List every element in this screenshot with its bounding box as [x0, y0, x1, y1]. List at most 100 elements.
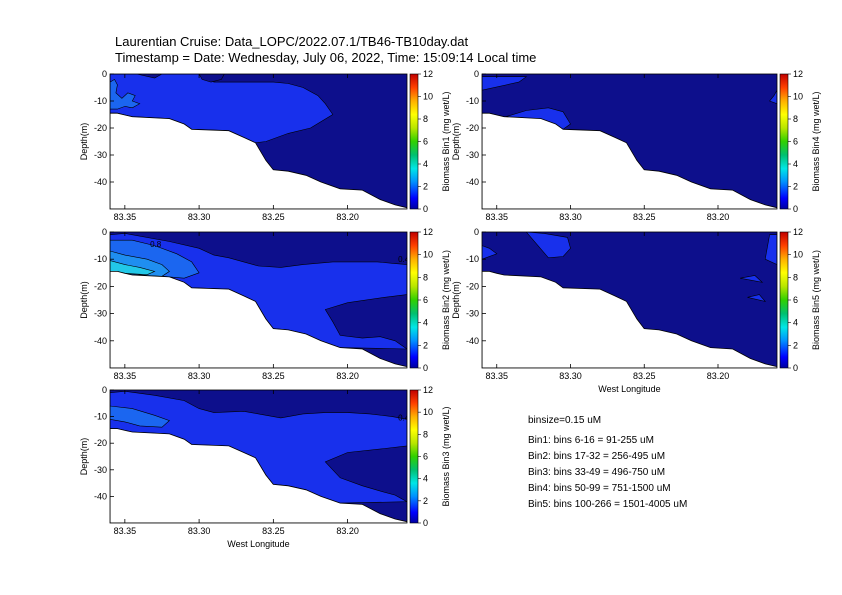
y-axis-label: Depth(m)	[451, 281, 461, 319]
y-axis-label: Depth(m)	[79, 281, 89, 319]
x-axis-label: West Longitude	[227, 539, 289, 549]
y-tick-label: -10	[466, 96, 479, 106]
x-tick-label: 83.35	[114, 212, 137, 222]
x-tick-label: 83.25	[262, 526, 285, 536]
binsize-note: binsize=0.15 uM	[528, 415, 602, 426]
contour-region-mid	[764, 234, 777, 265]
plot-frame	[481, 231, 778, 369]
contour-region-mid	[769, 89, 777, 105]
colorbar-tick-label: 8	[423, 272, 428, 282]
colorbar-tick-label: 6	[423, 452, 428, 462]
y-tick-label: -20	[466, 123, 479, 133]
y-axis-label: Depth(m)	[79, 438, 89, 476]
y-tick-label: -20	[94, 123, 107, 133]
bin4-note: Bin4: bins 50-99 = 751-1500 uM	[528, 483, 671, 494]
seafloor-mask	[482, 270, 777, 368]
x-tick-label: 83.20	[336, 371, 359, 381]
x-tick-label: 83.20	[336, 526, 359, 536]
y-tick-label: -20	[94, 438, 107, 448]
colorbar-tick-label: 0	[423, 204, 428, 214]
y-tick-label: 0	[102, 69, 107, 79]
bin5-note: Bin5: bins 100-266 = 1501-4005 uM	[528, 499, 688, 510]
y-tick-label: -30	[94, 150, 107, 160]
y-tick-label: -40	[466, 336, 479, 346]
seafloor-mask	[110, 112, 407, 209]
contour-region-mid	[747, 294, 767, 302]
contour-region-mid	[482, 245, 498, 260]
y-tick-label: -10	[94, 96, 107, 106]
colorbar-label: Biomass Bin5 (mg wet/L)	[811, 250, 821, 350]
x-tick-label: 83.35	[114, 371, 137, 381]
plot-area: 0.4	[110, 390, 407, 523]
colorbar-tick-label: 10	[793, 250, 803, 260]
y-tick-label: -10	[466, 254, 479, 264]
x-tick-label: 83.20	[336, 212, 359, 222]
y-tick-label: -20	[466, 281, 479, 291]
x-tick-label: 83.25	[262, 371, 285, 381]
x-tick-label: 83.30	[559, 371, 582, 381]
y-tick-label: -40	[466, 177, 479, 187]
colorbar-tick-label: 10	[423, 407, 433, 417]
colorbar-tick-label: 12	[793, 227, 803, 237]
contour-region-mid	[482, 76, 528, 91]
x-tick-label: 83.30	[559, 212, 582, 222]
plot-frame	[109, 389, 408, 524]
y-tick-label: 0	[102, 385, 107, 395]
panel-bin1: 83.35 83.30 83.25 83.20 0 -10 -20 -30 -40 Depth(m…	[79, 69, 451, 222]
y-tick-label: -40	[94, 491, 107, 501]
panel-bin4: 83.35 83.30 83.25 83.20 0 -10 -20 -30 -40 Depth(m…	[451, 69, 821, 222]
colorbar-tick-label: 6	[793, 137, 798, 147]
y-tick-label: 0	[474, 69, 479, 79]
contour-region-light	[110, 405, 170, 428]
colorbar-label: Biomass Bin4 (mg wet/L)	[811, 91, 821, 191]
x-axis-label: West Longitude	[598, 384, 660, 394]
colorbar	[779, 231, 789, 369]
title-line-2: Timestamp = Date: Wednesday, July 06, 20…	[115, 50, 537, 65]
x-tick-label: 83.30	[188, 371, 211, 381]
x-tick-label: 83.35	[485, 371, 508, 381]
colorbar-tick-label: 2	[423, 182, 428, 192]
plot-area: 0.8 0.4	[110, 232, 407, 368]
colorbar-label: Biomass Bin1 (mg wet/L)	[441, 91, 451, 191]
y-axis-label: Depth(m)	[451, 123, 461, 161]
title-line-1: Laurentian Cruise: Data_LOPC/2022.07.1/T…	[115, 34, 469, 49]
y-tick-label: -40	[94, 177, 107, 187]
contour-region-mid	[740, 275, 764, 283]
colorbar-label: Biomass Bin2 (mg wet/L)	[441, 250, 451, 350]
plot-area	[110, 74, 407, 209]
panel-bin5: 83.35 83.30 83.25 83.20 0 -10 -20 -30 -40 Depth(m…	[451, 227, 821, 394]
bin2-note: Bin2: bins 17-32 = 256-495 uM	[528, 451, 666, 462]
colorbar-tick-label: 2	[423, 340, 428, 350]
colorbar-tick-label: 6	[423, 295, 428, 305]
seafloor-mask	[110, 428, 407, 523]
colorbar-tick-label: 8	[793, 114, 798, 124]
plot-frame	[109, 73, 408, 210]
x-tick-label: 83.30	[188, 526, 211, 536]
y-tick-label: -30	[94, 309, 107, 319]
colorbar-tick-label: 12	[423, 385, 433, 395]
colorbar-tick-label: 12	[423, 69, 433, 79]
y-tick-label: -30	[466, 309, 479, 319]
x-tick-label: 83.20	[707, 371, 730, 381]
colorbar-tick-label: 4	[793, 318, 798, 328]
colorbar-tick-label: 8	[793, 272, 798, 282]
contour-region-light	[110, 78, 141, 110]
x-tick-label: 83.25	[633, 212, 656, 222]
x-tick-label: 83.25	[262, 212, 285, 222]
contour-label: 0.8	[150, 240, 162, 249]
x-tick-label: 83.20	[707, 212, 730, 222]
contour-region-mid	[525, 232, 571, 259]
panel-bin3: 0.4 83.35 83.30 83.25 83.20 0 -10 -20 -30 -40 Dept…	[79, 385, 451, 549]
x-tick-label: 83.30	[188, 212, 211, 222]
x-tick-label: 83.35	[114, 526, 137, 536]
colorbar-tick-label: 0	[793, 363, 798, 373]
y-tick-label: 0	[102, 227, 107, 237]
colorbar-tick-label: 4	[793, 159, 798, 169]
colorbar	[409, 231, 419, 369]
colorbar-label: Biomass Bin3 (mg wet/L)	[441, 406, 451, 506]
panel-bin2: 0.8 0.4 83.35 83.30 83.25 83.20 0 -10 -20 -30 -40 D…	[79, 227, 451, 381]
bin1-note: Bin1: bins 6-16 = 91-255 uM	[528, 435, 654, 446]
plot-area	[482, 74, 777, 209]
y-axis-label: Depth(m)	[79, 123, 89, 161]
